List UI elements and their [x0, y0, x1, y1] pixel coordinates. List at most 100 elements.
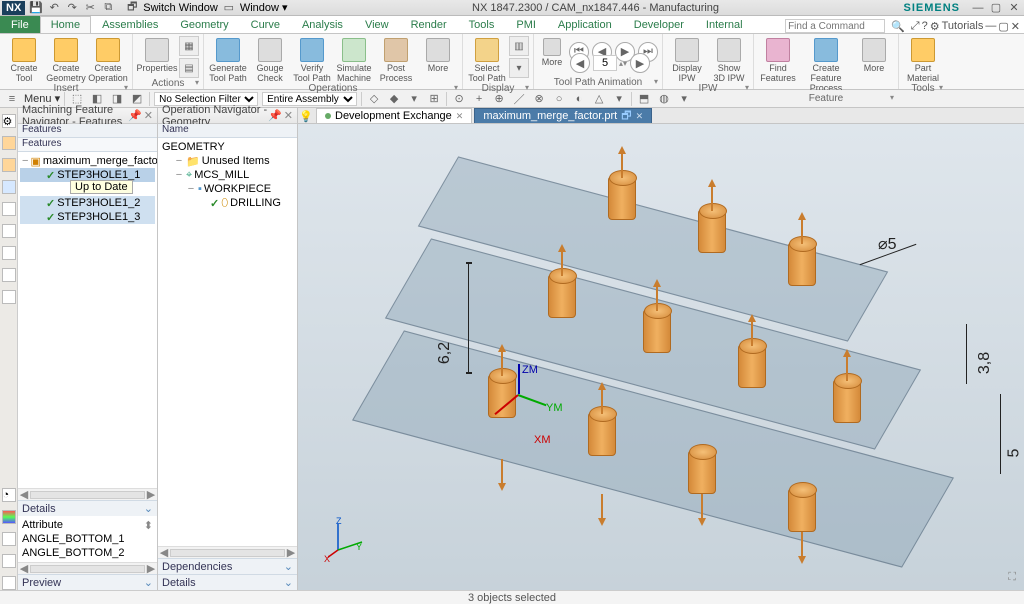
attr-2[interactable]: ANGLE_BOTTOM_2: [22, 546, 153, 560]
doc-maximize[interactable]: ▢: [998, 20, 1008, 33]
expand-icon[interactable]: ⤢: [911, 20, 920, 33]
op-drilling[interactable]: ✓⬯DRILLING: [160, 196, 295, 210]
display-small-2[interactable]: ▾: [509, 58, 529, 78]
rb-nav-1[interactable]: [2, 202, 16, 216]
display-ipw-button[interactable]: DisplayIPW: [667, 36, 707, 83]
frame-stepper[interactable]: ▴▾: [593, 55, 627, 71]
close-tab-icon[interactable]: ✕: [636, 111, 644, 122]
search-icon[interactable]: 🔍: [891, 20, 905, 33]
features-tree[interactable]: −▣maximum_merge_factor ✓STEP3HOLE1_1 Up …: [18, 152, 157, 488]
rb-layer-icon[interactable]: [2, 554, 16, 568]
snap-8[interactable]: △: [591, 92, 607, 106]
rb-machining-icon[interactable]: [2, 180, 16, 194]
action-small-2[interactable]: ▤: [179, 58, 199, 78]
op-workpiece[interactable]: −▪WORKPIECE: [160, 182, 295, 196]
operations-more-button[interactable]: More: [418, 36, 458, 73]
verify-tool-path-button[interactable]: VerifyTool Path: [292, 36, 332, 83]
doc-tab-part[interactable]: maximum_merge_factor.prt🗗✕: [474, 108, 652, 123]
view-1[interactable]: ⬒: [636, 92, 652, 106]
close-tab-icon[interactable]: ✕: [456, 111, 464, 122]
action-small-1[interactable]: ▦: [179, 36, 199, 56]
create-operation-button[interactable]: CreateOperation: [88, 36, 128, 83]
rb-clock-icon[interactable]: ◔: [2, 488, 16, 502]
snap-5[interactable]: ⊗: [531, 92, 547, 106]
tab-assemblies[interactable]: Assemblies: [91, 16, 169, 33]
rb-settings-icon[interactable]: ⚙: [2, 114, 16, 128]
feature-root[interactable]: −▣maximum_merge_factor: [20, 154, 155, 168]
rb-assembly-icon[interactable]: [2, 158, 16, 172]
feature-more-button[interactable]: More: [854, 36, 894, 73]
redo-icon[interactable]: ↷: [65, 1, 79, 15]
tutorials-link[interactable]: Tutorials: [942, 20, 984, 32]
select-tool-path-button[interactable]: SelectTool Path: [467, 36, 507, 83]
graphics-viewport[interactable]: 6,2 ⌀5 3,8 5 ZM YM XM: [298, 124, 1024, 590]
settings-icon[interactable]: ⚙: [930, 20, 940, 33]
anim-step-back[interactable]: ◀: [570, 53, 590, 73]
properties-button[interactable]: Properties: [137, 36, 177, 73]
close-button[interactable]: ✕: [1006, 1, 1022, 15]
display-small-1[interactable]: ▥: [509, 36, 529, 56]
tab-tools[interactable]: Tools: [458, 16, 506, 33]
feature-item-3[interactable]: ✓STEP3HOLE1_3: [20, 210, 155, 224]
show-3d-ipw-button[interactable]: Show3D IPW: [709, 36, 749, 83]
maximize-button[interactable]: ▢: [988, 1, 1004, 15]
pin-icon[interactable]: 📌: [128, 109, 142, 122]
generate-tool-path-button[interactable]: GenerateTool Path: [208, 36, 248, 83]
tab-analysis[interactable]: Analysis: [291, 16, 354, 33]
create-tool-button[interactable]: CreateTool: [4, 36, 44, 83]
tab-developer[interactable]: Developer: [623, 16, 695, 33]
doc-minimize[interactable]: —: [985, 20, 996, 32]
help-icon[interactable]: ?: [922, 20, 928, 32]
rb-nav-3[interactable]: [2, 246, 16, 260]
copy-icon[interactable]: ⧉: [101, 1, 115, 15]
switch-window-label[interactable]: Switch Window: [143, 2, 218, 14]
tab-home[interactable]: Home: [40, 16, 91, 33]
doc-close[interactable]: ✕: [1011, 20, 1020, 33]
tab-render[interactable]: Render: [400, 16, 458, 33]
snap-6[interactable]: ○: [551, 92, 567, 106]
tab-pmi[interactable]: PMI: [505, 16, 547, 33]
create-feature-process-button[interactable]: Create FeatureProcess: [800, 36, 852, 93]
minimize-button[interactable]: —: [970, 1, 986, 15]
rb-part-icon[interactable]: [2, 136, 16, 150]
tab-file[interactable]: File: [0, 16, 40, 33]
gouge-check-button[interactable]: GougeCheck: [250, 36, 290, 83]
cut-icon[interactable]: ✂: [83, 1, 97, 15]
tab-geometry[interactable]: Geometry: [169, 16, 239, 33]
sel-4[interactable]: ◩: [129, 92, 145, 106]
command-search-input[interactable]: [785, 19, 885, 33]
window-icon[interactable]: ▭: [222, 1, 236, 15]
op-unused[interactable]: −📁Unused Items: [160, 154, 295, 168]
rb-fx-icon[interactable]: [2, 576, 16, 590]
switch-window-icon[interactable]: 🗗: [125, 1, 139, 15]
op-details-section[interactable]: Details⌄: [158, 574, 297, 590]
fullscreen-icon[interactable]: ⛶: [1008, 571, 1016, 584]
rb-nav-4[interactable]: [2, 268, 16, 282]
find-features-button[interactable]: FindFeatures: [758, 36, 798, 83]
op-dependencies-section[interactable]: Dependencies⌄: [158, 558, 297, 574]
part-material-button[interactable]: PartMaterial: [903, 36, 943, 83]
idea-icon[interactable]: 💡: [298, 110, 314, 123]
op-hscroll[interactable]: ◀▶: [158, 546, 297, 558]
tab-view[interactable]: View: [354, 16, 400, 33]
op-close-icon[interactable]: ✕: [284, 109, 293, 122]
anim-step-fwd[interactable]: ▶: [630, 53, 650, 73]
features-preview-section[interactable]: Preview⌄: [18, 574, 157, 590]
window-menu-label[interactable]: Window ▾: [240, 1, 288, 14]
create-geometry-button[interactable]: CreateGeometry: [46, 36, 86, 83]
rb-palette-icon[interactable]: [2, 510, 16, 524]
rb-dim-icon[interactable]: [2, 532, 16, 546]
frame-input[interactable]: [593, 55, 617, 71]
simulate-machine-button[interactable]: SimulateMachine: [334, 36, 374, 83]
snap-9[interactable]: ▾: [611, 92, 627, 106]
op-root[interactable]: GEOMETRY: [160, 140, 295, 154]
feature-item-2[interactable]: ✓STEP3HOLE1_2: [20, 196, 155, 210]
tab-internal[interactable]: Internal: [695, 16, 754, 33]
features-hscroll[interactable]: ◀▶: [18, 488, 157, 500]
doc-tab-dev-exchange[interactable]: Development Exchange✕: [316, 108, 472, 123]
rb-nav-5[interactable]: [2, 290, 16, 304]
undo-icon[interactable]: ↶: [47, 1, 61, 15]
post-process-button[interactable]: PostProcess: [376, 36, 416, 83]
tab-application[interactable]: Application: [547, 16, 623, 33]
tab-curve[interactable]: Curve: [240, 16, 291, 33]
